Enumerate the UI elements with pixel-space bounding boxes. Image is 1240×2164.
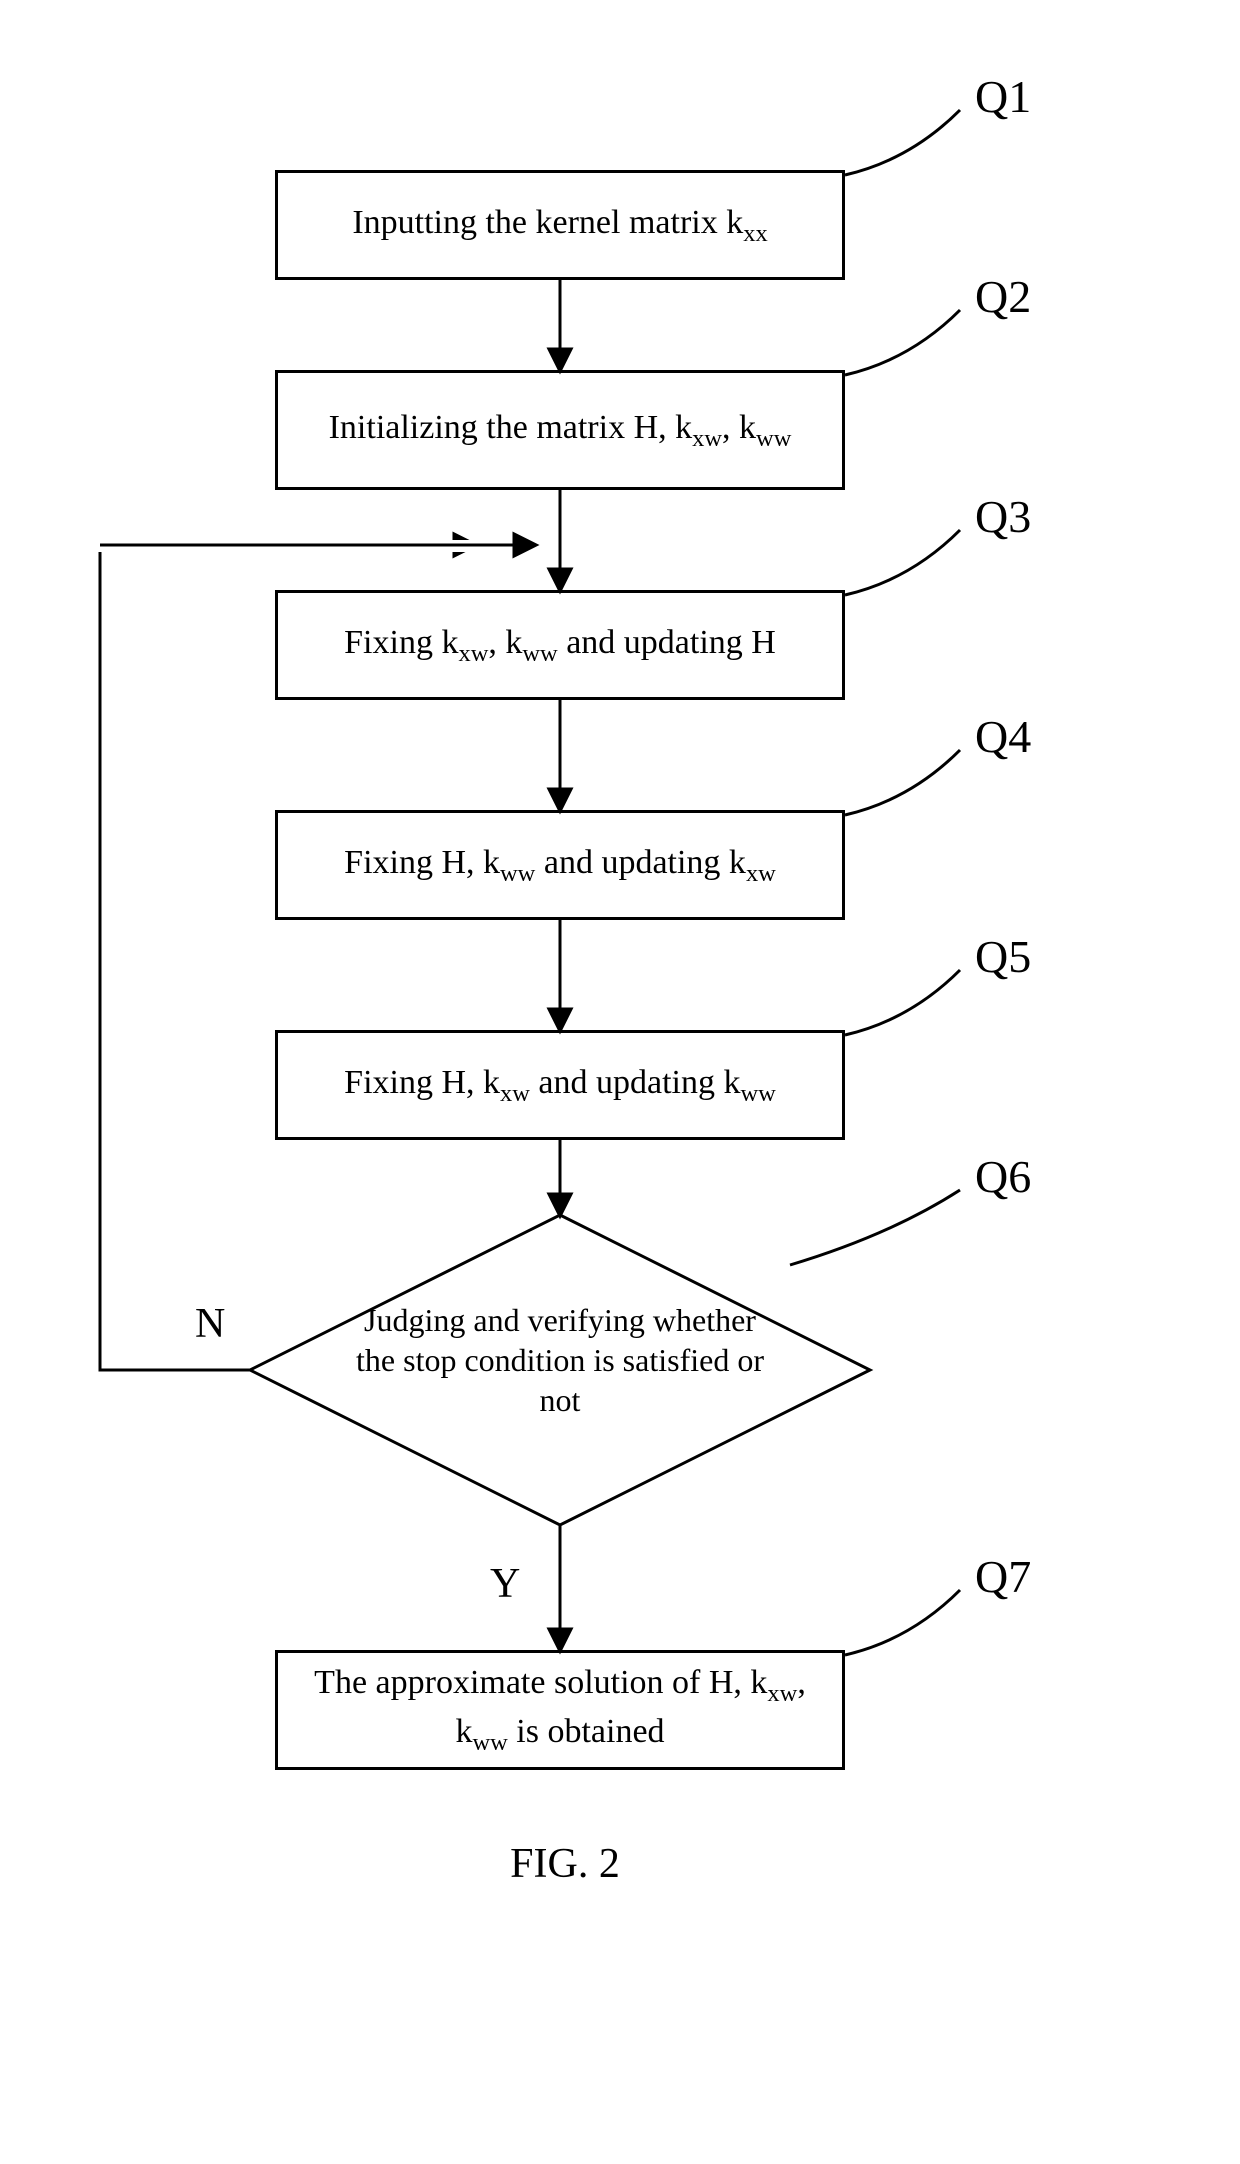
flowchart-canvas: Inputting the kernel matrix kxx Initiali… <box>0 0 1240 2164</box>
label-q6: Q6 <box>975 1150 1031 1203</box>
label-q1: Q1 <box>975 70 1031 123</box>
label-q3: Q3 <box>975 490 1031 543</box>
label-q7: Q7 <box>975 1550 1031 1603</box>
label-q2: Q2 <box>975 270 1031 323</box>
label-q5: Q5 <box>975 930 1031 983</box>
edge-label-no: N <box>195 1300 225 1348</box>
label-q4: Q4 <box>975 710 1031 763</box>
figure-caption: FIG. 2 <box>500 1840 630 1888</box>
edge-label-yes: Y <box>490 1560 520 1608</box>
